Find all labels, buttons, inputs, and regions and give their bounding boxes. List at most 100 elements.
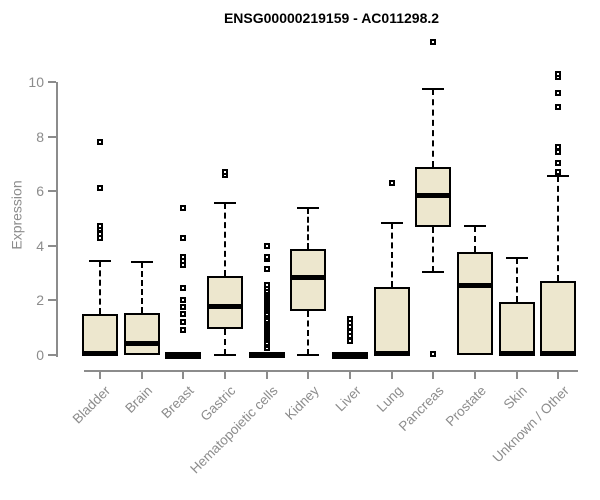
x-tick-label-bladder: Bladder — [70, 383, 114, 427]
whisker-upper-lung — [390, 222, 393, 288]
x-tick-label-prostate: Prostate — [442, 383, 489, 430]
whisker-cap-lower-kidney — [297, 354, 320, 356]
x-tick-label-skin: Skin — [501, 383, 531, 413]
whisker-cap-lower-pancreas — [422, 270, 445, 273]
y-tick — [48, 354, 56, 356]
y-tick — [48, 244, 56, 247]
outlier-point-gastric — [221, 169, 228, 176]
outlier-point-breast — [180, 319, 187, 326]
box-brain — [123, 313, 160, 355]
whisker-cap-upper-unknown-other — [547, 175, 570, 178]
y-tick — [48, 190, 56, 193]
outlier-point-bladder — [97, 185, 103, 192]
outlier-point-breast — [180, 204, 187, 211]
x-tick-lung — [390, 372, 393, 379]
outlier-point-hematopoietic-cells — [263, 242, 270, 249]
whisker-cap-upper-brain — [130, 261, 153, 264]
whisker-cap-upper-skin — [505, 256, 528, 259]
x-tick-label-unknown-other: Unknown / Other — [489, 383, 572, 466]
outlier-point-breast — [180, 311, 187, 318]
outlier-point-bladder — [97, 223, 103, 230]
whisker-upper-kidney — [307, 208, 310, 250]
y-tick-label: 0 — [36, 347, 44, 363]
median-gastric — [206, 303, 243, 309]
median-bladder — [82, 350, 118, 356]
y-tick — [48, 81, 56, 83]
y-tick-label: 6 — [36, 183, 44, 200]
x-tick-label-breast: Breast — [158, 383, 197, 422]
median-hematopoietic-cells — [248, 351, 285, 357]
median-unknown-other — [540, 350, 577, 356]
x-tick-prostate — [473, 372, 476, 379]
box-lung — [373, 287, 410, 355]
chart-title: ENSG00000219159 - AC011298.2 — [223, 10, 440, 26]
x-tick-label-lung: Lung — [373, 383, 406, 415]
x-tick-pancreas — [432, 372, 435, 379]
box-prostate — [456, 252, 493, 355]
whisker-cap-lower-gastric — [213, 354, 236, 356]
whisker-cap-upper-lung — [380, 221, 403, 224]
x-tick-breast — [182, 372, 185, 379]
outlier-point-breast — [180, 327, 187, 334]
whisker-upper-prostate — [473, 226, 476, 253]
x-tick-label-liver: Liver — [332, 383, 364, 415]
outlier-point-liver — [346, 315, 353, 322]
whisker-upper-unknown-other — [557, 176, 560, 282]
whisker-cap-upper-prostate — [463, 225, 486, 228]
outlier-point-breast — [180, 234, 187, 241]
outlier-point-unknown-other — [555, 70, 562, 77]
outlier-point-hematopoietic-cells — [263, 253, 270, 260]
whisker-lower-kidney — [307, 311, 310, 355]
outlier-point-breast — [180, 285, 187, 292]
outlier-point-pancreas — [430, 39, 437, 46]
outlier-point-hematopoietic-cells — [263, 282, 270, 289]
x-tick-liver — [348, 372, 351, 379]
box-bladder — [82, 314, 118, 355]
box-gastric — [206, 275, 243, 330]
outlier-point-unknown-other — [555, 168, 562, 175]
outlier-point-unknown-other — [555, 160, 562, 167]
whisker-cap-upper-bladder — [89, 259, 111, 262]
y-tick — [48, 135, 56, 138]
outlier-point-hematopoietic-cells — [263, 266, 270, 272]
median-kidney — [290, 275, 327, 281]
median-pancreas — [415, 192, 452, 198]
median-skin — [498, 350, 535, 356]
median-prostate — [456, 282, 493, 288]
x-tick-label-gastric: Gastric — [197, 383, 239, 424]
x-tick-brain — [140, 372, 143, 379]
outlier-point-pancreas — [430, 351, 437, 358]
whisker-cap-upper-kidney — [297, 207, 320, 210]
x-tick-kidney — [307, 372, 310, 379]
outlier-point-unknown-other — [555, 89, 562, 96]
whisker-upper-bladder — [99, 260, 101, 315]
whisker-cap-upper-pancreas — [422, 87, 445, 90]
outlier-point-lung — [388, 180, 395, 186]
outlier-point-breast — [180, 304, 187, 311]
y-axis-line — [56, 82, 58, 357]
whisker-upper-brain — [140, 262, 143, 314]
median-brain — [123, 341, 160, 347]
x-tick-skin — [515, 372, 518, 379]
y-tick-label: 4 — [36, 237, 44, 254]
whisker-cap-upper-gastric — [213, 202, 236, 205]
whisker-lower-gastric — [223, 329, 226, 355]
box-skin — [498, 301, 535, 355]
outlier-point-unknown-other — [555, 143, 562, 150]
y-tick-label: 10 — [28, 74, 44, 90]
outlier-point-bladder — [97, 139, 103, 146]
outlier-point-breast — [180, 297, 187, 304]
outlier-point-breast — [180, 253, 187, 260]
x-tick-hematopoietic-cells — [265, 372, 268, 379]
outlier-point-unknown-other — [555, 103, 562, 110]
x-tick-gastric — [223, 372, 226, 379]
whisker-upper-skin — [515, 257, 518, 302]
box-unknown-other — [540, 281, 577, 355]
y-tick — [48, 299, 56, 302]
whisker-upper-gastric — [223, 203, 226, 276]
median-liver — [331, 351, 368, 357]
x-tick-label-brain: Brain — [122, 383, 156, 416]
whisker-upper-pancreas — [432, 88, 435, 168]
